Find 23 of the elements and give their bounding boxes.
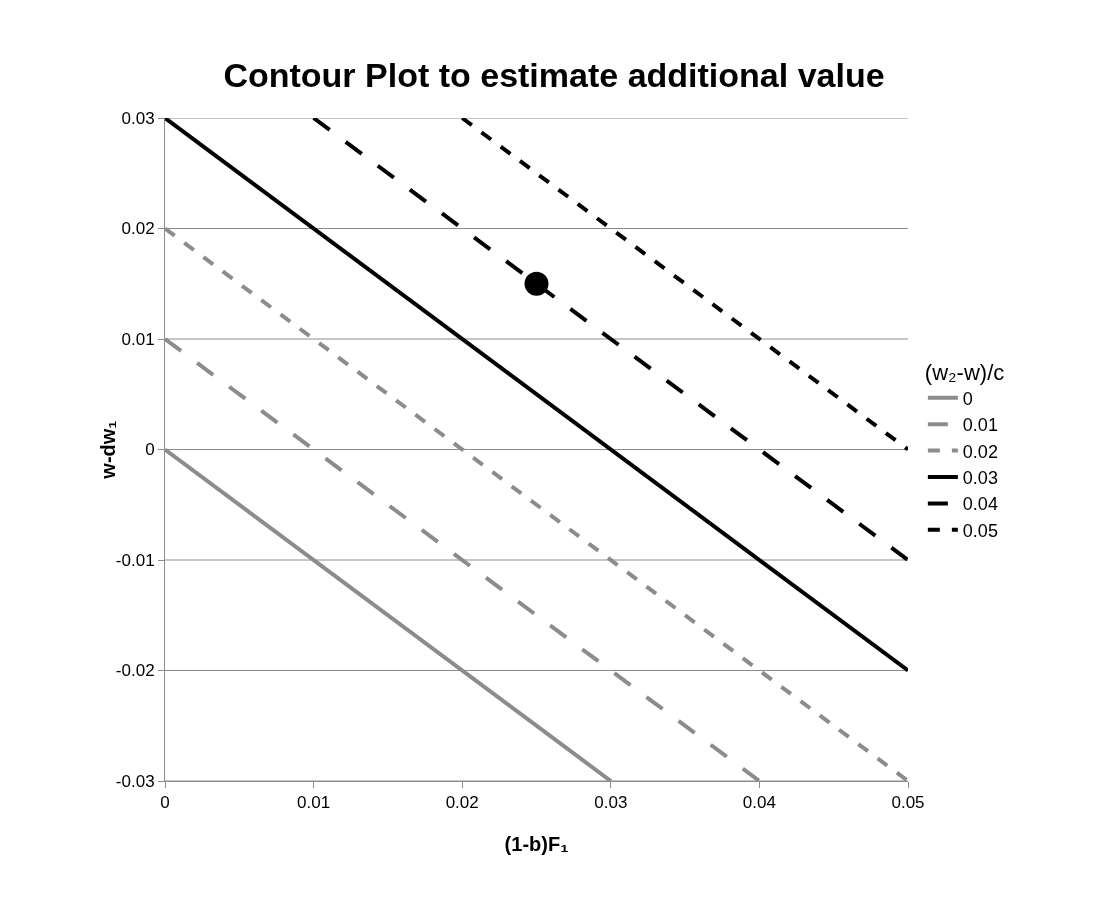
chart-title: Contour Plot to estimate additional value	[223, 55, 885, 94]
y-tick-label: 0	[145, 440, 155, 460]
y-tick-label: -0.03	[115, 771, 155, 791]
legend-label: 0.01	[962, 415, 998, 436]
y-tick-label: -0.02	[115, 661, 155, 681]
legend-label: 0	[962, 388, 973, 409]
y-tick-label: 0.02	[121, 219, 155, 239]
legend-label: 0.04	[962, 494, 998, 515]
x-axis-title: (1-b)F₁	[504, 833, 569, 855]
legend-title: (w₂-w)/c	[924, 359, 1005, 385]
x-tick-label: 0.05	[891, 793, 925, 813]
x-tick-label: 0	[160, 793, 170, 813]
x-tick-label: 0.02	[445, 793, 479, 813]
y-tick-label: -0.01	[115, 550, 155, 570]
legend-label: 0.02	[962, 441, 998, 462]
x-tick-label: 0.03	[594, 793, 628, 813]
y-tick-label: 0.01	[121, 329, 155, 349]
y-tick-label: 0.03	[121, 108, 155, 128]
x-tick-label: 0.04	[742, 793, 776, 813]
legend-label: 0.03	[962, 468, 998, 489]
y-axis-title: w-dw₁	[97, 420, 119, 480]
x-tick-label: 0.01	[297, 793, 331, 813]
legend-label: 0.05	[962, 520, 998, 541]
